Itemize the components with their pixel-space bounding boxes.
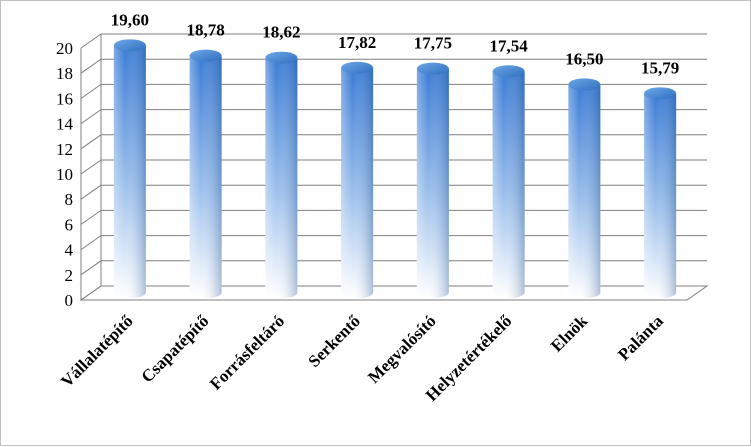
bar xyxy=(568,78,601,299)
data-label: 18,62 xyxy=(262,23,300,42)
data-label: 17,82 xyxy=(338,33,376,52)
x-tick-label: Vállalatépítő xyxy=(57,311,137,391)
bar-shading xyxy=(568,84,601,299)
y-tick-label: 4 xyxy=(65,241,74,260)
bar-shading xyxy=(113,45,146,299)
data-label: 17,54 xyxy=(490,36,529,55)
gridline-depth xyxy=(80,184,102,200)
data-label: 16,50 xyxy=(565,49,603,68)
bar-shading xyxy=(341,67,374,299)
bar xyxy=(341,61,374,299)
grid-layer xyxy=(79,33,709,301)
x-tick-label: Palánta xyxy=(614,311,667,364)
y-tick-label: 12 xyxy=(56,140,73,159)
floor xyxy=(79,285,709,301)
y-tick-label: 20 xyxy=(56,39,73,58)
bar-cap xyxy=(644,87,677,100)
gridline-depth xyxy=(80,260,102,276)
y-tick-label: 2 xyxy=(65,266,74,285)
bar xyxy=(113,39,146,299)
y-tick-label: 6 xyxy=(65,215,74,234)
x-tick-label: Forrásfeltáró xyxy=(206,311,288,393)
y-tick-label: 16 xyxy=(56,89,73,108)
x-tick-label: Megvalósító xyxy=(364,311,440,387)
y-tick-label: 8 xyxy=(65,190,74,209)
bar-cap xyxy=(416,62,449,75)
x-tick-label: Elnök xyxy=(547,311,592,356)
bar xyxy=(644,87,677,299)
y-tick-label: 18 xyxy=(56,64,73,83)
data-label: 17,75 xyxy=(414,34,452,53)
x-tick-label: Serkentő xyxy=(304,311,364,371)
bar xyxy=(189,49,222,299)
bars-layer xyxy=(113,39,677,299)
bar xyxy=(416,62,449,299)
x-tick-label: Csapatépítő xyxy=(138,311,213,386)
bar-cap xyxy=(341,61,374,74)
bar-shading xyxy=(265,57,298,299)
data-label: 18,78 xyxy=(187,21,225,40)
bar-shading xyxy=(189,55,222,299)
gridline-depth xyxy=(80,58,102,74)
gridline-depth xyxy=(80,134,102,150)
bar-shading xyxy=(492,71,525,299)
bar-cap xyxy=(568,78,601,91)
gridline-depth xyxy=(80,83,102,99)
y-tick-label: 14 xyxy=(56,115,74,134)
bar xyxy=(265,51,298,299)
y-tick-label: 10 xyxy=(56,165,73,184)
gridline-depth xyxy=(80,33,102,49)
bar-shading xyxy=(644,93,677,299)
gridline-depth xyxy=(80,109,102,125)
data-label: 19,60 xyxy=(111,10,149,29)
data-label: 15,79 xyxy=(641,58,679,77)
bar-shading xyxy=(416,68,449,299)
gridline-depth xyxy=(80,159,102,175)
gridline-depth xyxy=(80,209,102,225)
bar xyxy=(492,65,525,299)
gridline-depth xyxy=(80,235,102,251)
bar-cap xyxy=(265,51,298,64)
bar-cap xyxy=(113,39,146,52)
bar-cap xyxy=(189,49,222,62)
y-tick-label: 0 xyxy=(65,291,74,310)
bar-cap xyxy=(492,65,525,78)
